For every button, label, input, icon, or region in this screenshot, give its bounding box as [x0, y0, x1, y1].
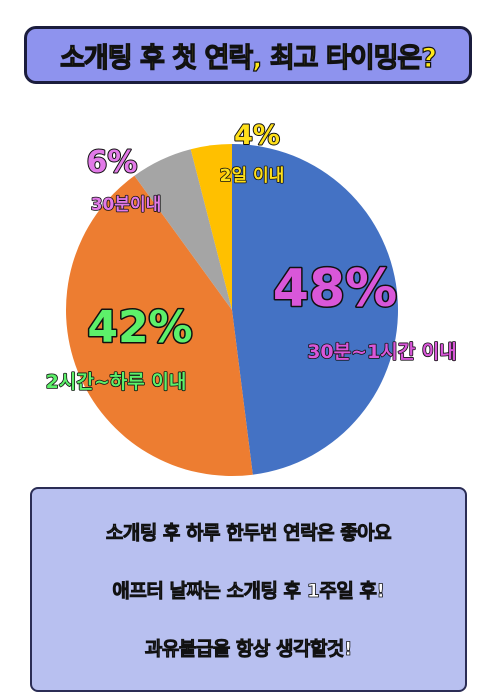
pie-slice-2: [65, 175, 253, 476]
tips-box: 소개팅 후 하루 한두번 연락은 좋아요 애프터 날짜는 소개팅 후 1주일 후…: [30, 487, 467, 692]
slice-percent-label-2: 42%: [87, 302, 192, 353]
pie-slice-3: [134, 149, 232, 310]
slice-category-label-2: 2시간~하루 이내: [46, 371, 187, 393]
slice-category-label-3: 30분이내: [91, 195, 162, 215]
slice-category-label-1: 30분~1시간 이내: [307, 341, 457, 363]
chart-title: 소개팅 후 첫 연락, 최고 타이밍은?: [59, 42, 437, 74]
pie-slice-4: [190, 144, 232, 310]
pie-chart: 48% 30분~1시간 이내 42% 2시간~하루 이내 6% 30분이내 4% 2일 이내: [45, 119, 458, 476]
slice-percent-label-3: 6%: [87, 145, 138, 180]
tip-1: 소개팅 후 하루 한두번 연락은 좋아요: [105, 522, 392, 545]
tip-2: 애프터 날짜는 소개팅 후 1주일 후!: [112, 579, 386, 603]
slice-percent-label-4: 4%: [234, 120, 280, 151]
slice-percent-label-1: 48%: [273, 259, 397, 319]
slice-category-label-4: 2일 이내: [220, 166, 285, 186]
tip-3: 과유불급을 항상 생각할것!: [144, 637, 353, 660]
title-banner: 소개팅 후 첫 연락, 최고 타이밍은?: [24, 26, 472, 84]
pie-slice-1: [232, 144, 399, 475]
